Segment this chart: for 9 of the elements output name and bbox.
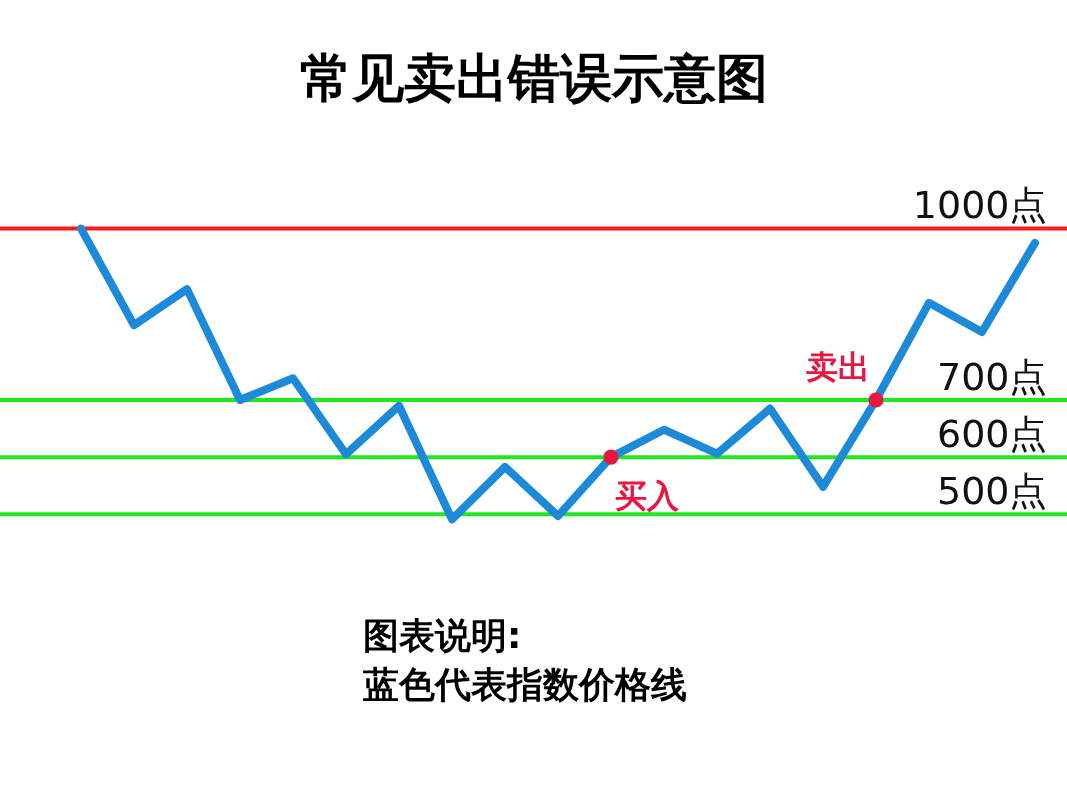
- y-tick-label: 1000点: [912, 183, 1048, 228]
- text: 常见卖出错误示意图: [299, 48, 768, 108]
- y-tick-label: 700点: [936, 354, 1048, 399]
- data-label: 买入: [615, 477, 680, 516]
- y-tick-label: 600点: [936, 411, 1048, 456]
- data-label: 卖出: [806, 348, 870, 386]
- annotation: 蓝色代表指数价格线: [363, 664, 687, 705]
- annotation: 图表说明:: [363, 615, 522, 656]
- y-tick-label: 500点: [936, 468, 1048, 513]
